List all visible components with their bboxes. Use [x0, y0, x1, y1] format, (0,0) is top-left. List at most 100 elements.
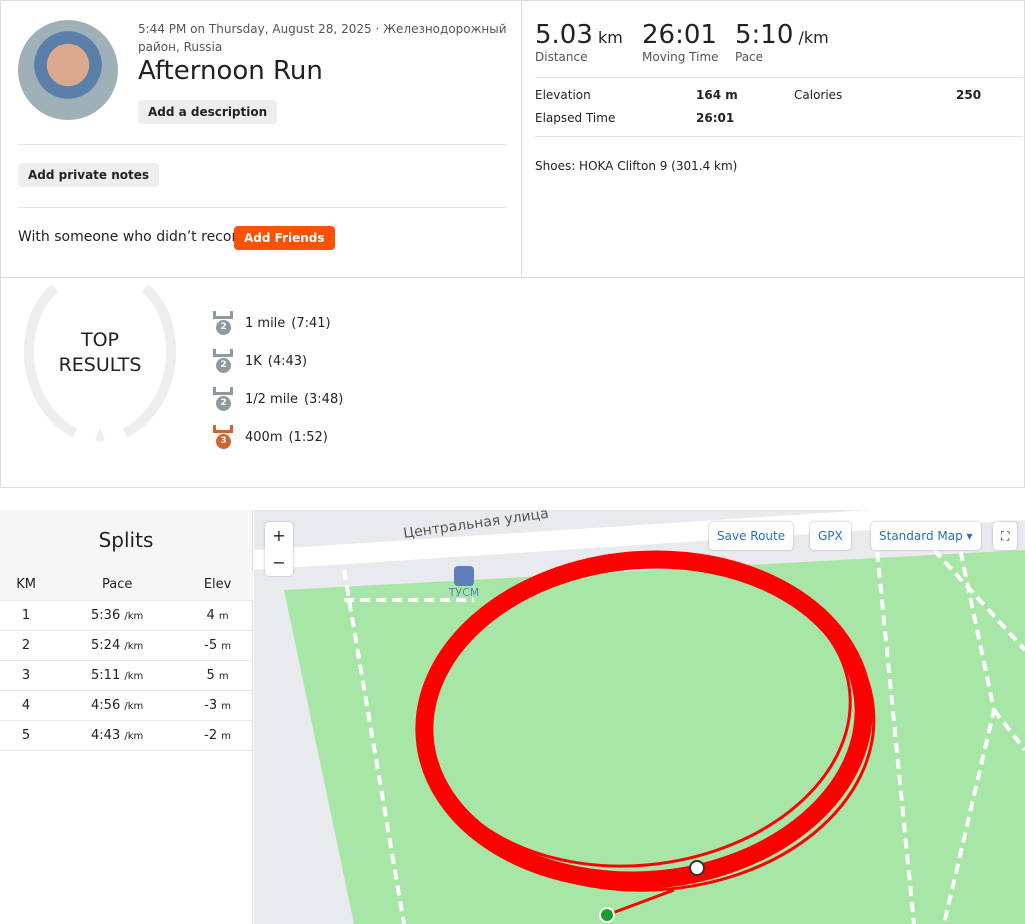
- pace-value: 5:36: [91, 607, 121, 623]
- stat-moving-time: 26:01 Moving Time: [642, 20, 719, 64]
- result-item: 3 400m (1:52): [212, 418, 343, 456]
- result-name: 1K: [245, 353, 262, 369]
- avatar[interactable]: [18, 20, 118, 120]
- result-time: (3:48): [303, 391, 344, 407]
- top-results-title: TOP RESULTS: [40, 328, 160, 378]
- elev-value: -3: [204, 697, 218, 713]
- result-item: 2 1 mile (7:41): [212, 304, 343, 342]
- map[interactable]: Центральная улица ТУСМ: [254, 510, 1025, 924]
- value: 5.03: [535, 20, 593, 50]
- stat-distance: 5.03 km Distance: [535, 20, 623, 64]
- divider: [18, 207, 506, 208]
- pace: 5:11 /km: [52, 660, 183, 691]
- pace-value: 5:24: [91, 637, 121, 653]
- result-name: 400m: [245, 429, 283, 445]
- elev-unit: m: [218, 610, 229, 622]
- elev-unit: m: [221, 730, 232, 742]
- rank: 2: [216, 320, 231, 335]
- rank: 2: [216, 396, 231, 411]
- add-private-notes[interactable]: Add private notes: [18, 163, 160, 187]
- elev: -5 m: [182, 630, 253, 661]
- unit: /km: [798, 28, 829, 47]
- result-name: 1/2 mile: [245, 391, 298, 407]
- km: 1: [0, 600, 53, 631]
- splits-title: Splits: [0, 510, 252, 570]
- elev-value: 4: [206, 607, 215, 623]
- fullscreen[interactable]: ⛶: [993, 522, 1018, 550]
- medal: 2: [212, 311, 234, 335]
- splits-table: KM Pace Elev 1 5:36 /km 4 m 2 5:24 /km -5 m 3 5:11…: [0, 570, 253, 751]
- split-row: 3 5:11 /km 5 m: [0, 660, 253, 691]
- pace-unit: /km: [124, 730, 144, 742]
- elev-value: -5: [204, 637, 218, 653]
- label: Elapsed Time: [535, 111, 616, 125]
- laurel: [23, 284, 177, 442]
- date-location: 5:44 PM on Thursday, August 28, 2025 · Ж…: [138, 20, 508, 56]
- result-time: (1:52): [288, 429, 328, 445]
- divider: [535, 77, 1023, 78]
- pace: 5:36 /km: [52, 600, 183, 631]
- route: [415, 550, 876, 917]
- add-description[interactable]: Add a description: [138, 100, 278, 124]
- km: 3: [0, 660, 53, 691]
- elev-unit: m: [221, 640, 232, 652]
- stop-label: ТУСМ: [448, 586, 480, 599]
- result-time: (4:43): [267, 353, 308, 369]
- split-row: 4 4:56 /km -3 m: [0, 690, 253, 721]
- elev: 4 m: [182, 600, 253, 631]
- medal: 2: [212, 349, 234, 373]
- add-friends[interactable]: Add Friends: [234, 226, 335, 250]
- elev-value: -2: [204, 727, 218, 743]
- label: Standard Map: [879, 529, 963, 543]
- separator: ·: [375, 22, 380, 36]
- shoes: Shoes: HOKA Clifton 9 (301.4 km): [535, 159, 738, 173]
- stat-pace: 5:10 /km Pace: [735, 20, 829, 64]
- elev: -2 m: [182, 720, 253, 751]
- standard-map[interactable]: Standard Map ▾: [871, 522, 981, 550]
- divider: [521, 0, 522, 278]
- header-row: KM Pace Elev: [0, 570, 253, 601]
- km: 2: [0, 630, 53, 661]
- gpx[interactable]: GPX: [810, 522, 851, 550]
- zoom-in[interactable]: +: [272, 526, 286, 545]
- result-item: 2 1K (4:43): [212, 342, 343, 380]
- with-someone: With someone who didn’t record?: [18, 229, 254, 245]
- value: 5:10: [735, 20, 794, 50]
- pace-unit: /km: [124, 610, 144, 622]
- rank: 2: [216, 358, 231, 373]
- medal: 2: [212, 387, 234, 411]
- title: Afternoon Run: [138, 56, 323, 86]
- result-name: 1 mile: [245, 315, 286, 331]
- pace-value: 5:11: [91, 667, 121, 683]
- pace: 5:24 /km: [52, 630, 183, 661]
- split-row: 5 4:43 /km -2 m: [0, 720, 253, 751]
- result-time: (7:41): [291, 315, 331, 331]
- save-route[interactable]: Save Route: [709, 522, 794, 550]
- label: Calories: [794, 88, 843, 102]
- location: Железнодорожный район, Russia: [138, 22, 507, 54]
- split-row: 2 5:24 /km -5 m: [0, 630, 253, 661]
- value: 26:01: [696, 111, 735, 125]
- pace: 4:56 /km: [52, 690, 183, 721]
- title-line: TOP: [80, 329, 120, 351]
- pace-value: 4:56: [91, 697, 121, 713]
- value: 26:01: [642, 20, 717, 50]
- header-cell: Pace: [52, 570, 183, 601]
- zoom-out[interactable]: −: [272, 553, 286, 572]
- splits-body: 1 5:36 /km 4 m 2 5:24 /km -5 m 3 5:11 /km 5 m 4 4:…: [0, 600, 253, 751]
- pace-unit: /km: [124, 700, 144, 712]
- km: 4: [0, 690, 53, 721]
- elev-unit: m: [218, 670, 229, 682]
- pace: 4:43 /km: [52, 720, 183, 751]
- rank: 3: [216, 434, 231, 449]
- split-row: 1 5:36 /km 4 m: [0, 600, 253, 631]
- km: 5: [0, 720, 53, 751]
- pace-unit: /km: [124, 670, 144, 682]
- label: Moving Time: [642, 50, 719, 64]
- medal: 3: [212, 425, 234, 449]
- value: 250: [956, 88, 982, 102]
- elev: 5 m: [182, 660, 253, 691]
- divider: [18, 144, 506, 145]
- unit: km: [597, 28, 623, 47]
- header-cell: Elev: [182, 570, 253, 601]
